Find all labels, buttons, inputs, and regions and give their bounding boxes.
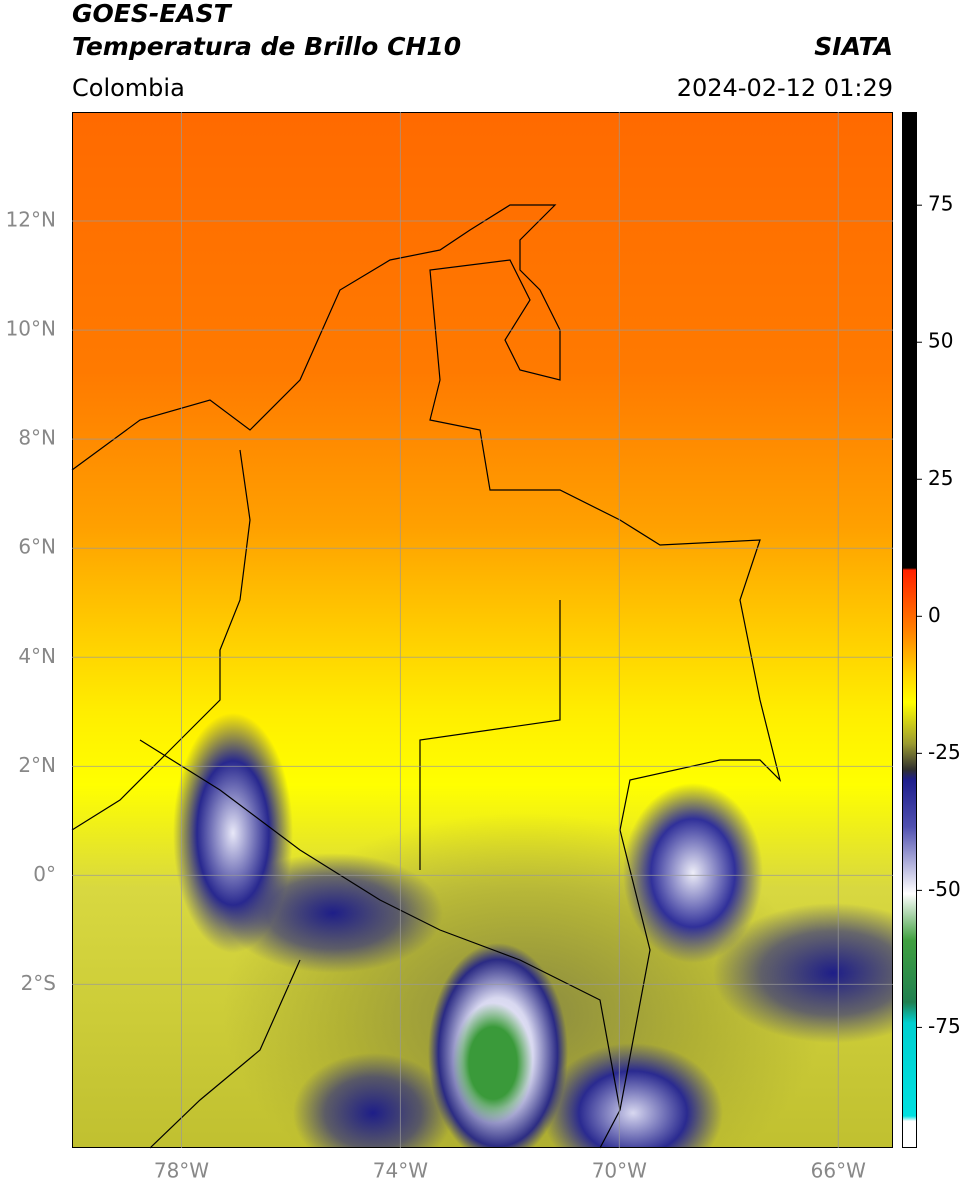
colorbar-tick-label: -75 (928, 1014, 961, 1038)
satellite-map (72, 112, 893, 1148)
datetime: 2024-02-12 01:29 (677, 74, 893, 102)
colorbar-tick-label: 75 (928, 192, 953, 216)
lat-tick-label: 8°N (18, 426, 56, 450)
lat-tick-label: 2°S (21, 971, 56, 995)
lat-tick-label: 12°N (6, 208, 56, 232)
organization: SIATA (814, 32, 893, 61)
lat-tick-label: 10°N (6, 317, 56, 341)
coastline (71, 449, 251, 831)
border (139, 739, 621, 1111)
colorbar-tick-label: -50 (928, 877, 961, 901)
border (419, 600, 561, 870)
lat-tick-label: 0° (33, 862, 56, 886)
lat-tick-label: 2°N (18, 753, 56, 777)
subtitle: Temperatura de Brillo CH10 (72, 32, 461, 61)
lat-tick-label: 6°N (18, 535, 56, 559)
colorbar (902, 112, 917, 1148)
lon-tick-label: 78°W (154, 1159, 209, 1183)
lat-tick-label: 4°N (18, 644, 56, 668)
colorbar-tick-label: 0 (928, 603, 941, 627)
colorbar-tick-label: 25 (928, 466, 953, 490)
colorbar-tick-label: -25 (928, 740, 961, 764)
colorbar-tick-label: 50 (928, 329, 953, 353)
lon-tick-label: 74°W (373, 1159, 428, 1183)
borders (71, 204, 782, 1149)
region: Colombia (72, 74, 185, 102)
title: GOES-EAST (72, 0, 233, 28)
lon-tick-label: 66°W (811, 1159, 866, 1183)
border (149, 959, 301, 1149)
lon-tick-label: 70°W (592, 1159, 647, 1183)
coastline-border (71, 204, 782, 1149)
